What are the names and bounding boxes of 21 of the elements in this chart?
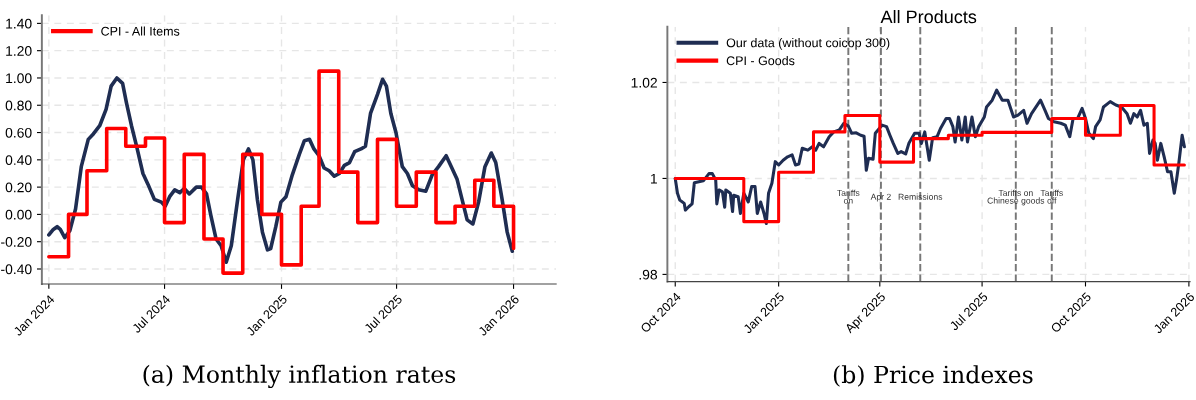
- y-tick-label: 0.80: [5, 100, 32, 111]
- y-tick-label: 0.40: [5, 155, 32, 165]
- chart-title: All Products: [880, 9, 977, 24]
- y-tick-label: 0.60: [5, 127, 32, 138]
- y-tick-label: 1.02: [631, 77, 657, 88]
- y-tick-label: 0.00: [5, 209, 32, 220]
- legend-label: CPI - Goods: [726, 55, 795, 66]
- y-tick-label: .98: [639, 269, 658, 280]
- y-tick-label: 1: [650, 173, 657, 184]
- text: (a) Monthly inflation rates: [143, 364, 456, 388]
- ref-line-label: Tariffs on: [837, 189, 860, 204]
- text: (b) Price indexes: [833, 365, 1033, 387]
- y-tick-label: -0.20: [1, 237, 32, 247]
- y-tick-label: 1.40: [6, 18, 32, 29]
- ref-line-label: Apr 2: [870, 193, 891, 202]
- y-tick-label: -0.40: [1, 264, 32, 275]
- y-tick-label: 0.20: [5, 182, 32, 193]
- legend-label: CPI - All Items: [101, 26, 180, 36]
- y-tick-label: 1.20: [6, 46, 32, 56]
- y-tick-label: 1.00: [6, 73, 32, 84]
- legend-label: Our data (without coicop 300): [726, 38, 890, 50]
